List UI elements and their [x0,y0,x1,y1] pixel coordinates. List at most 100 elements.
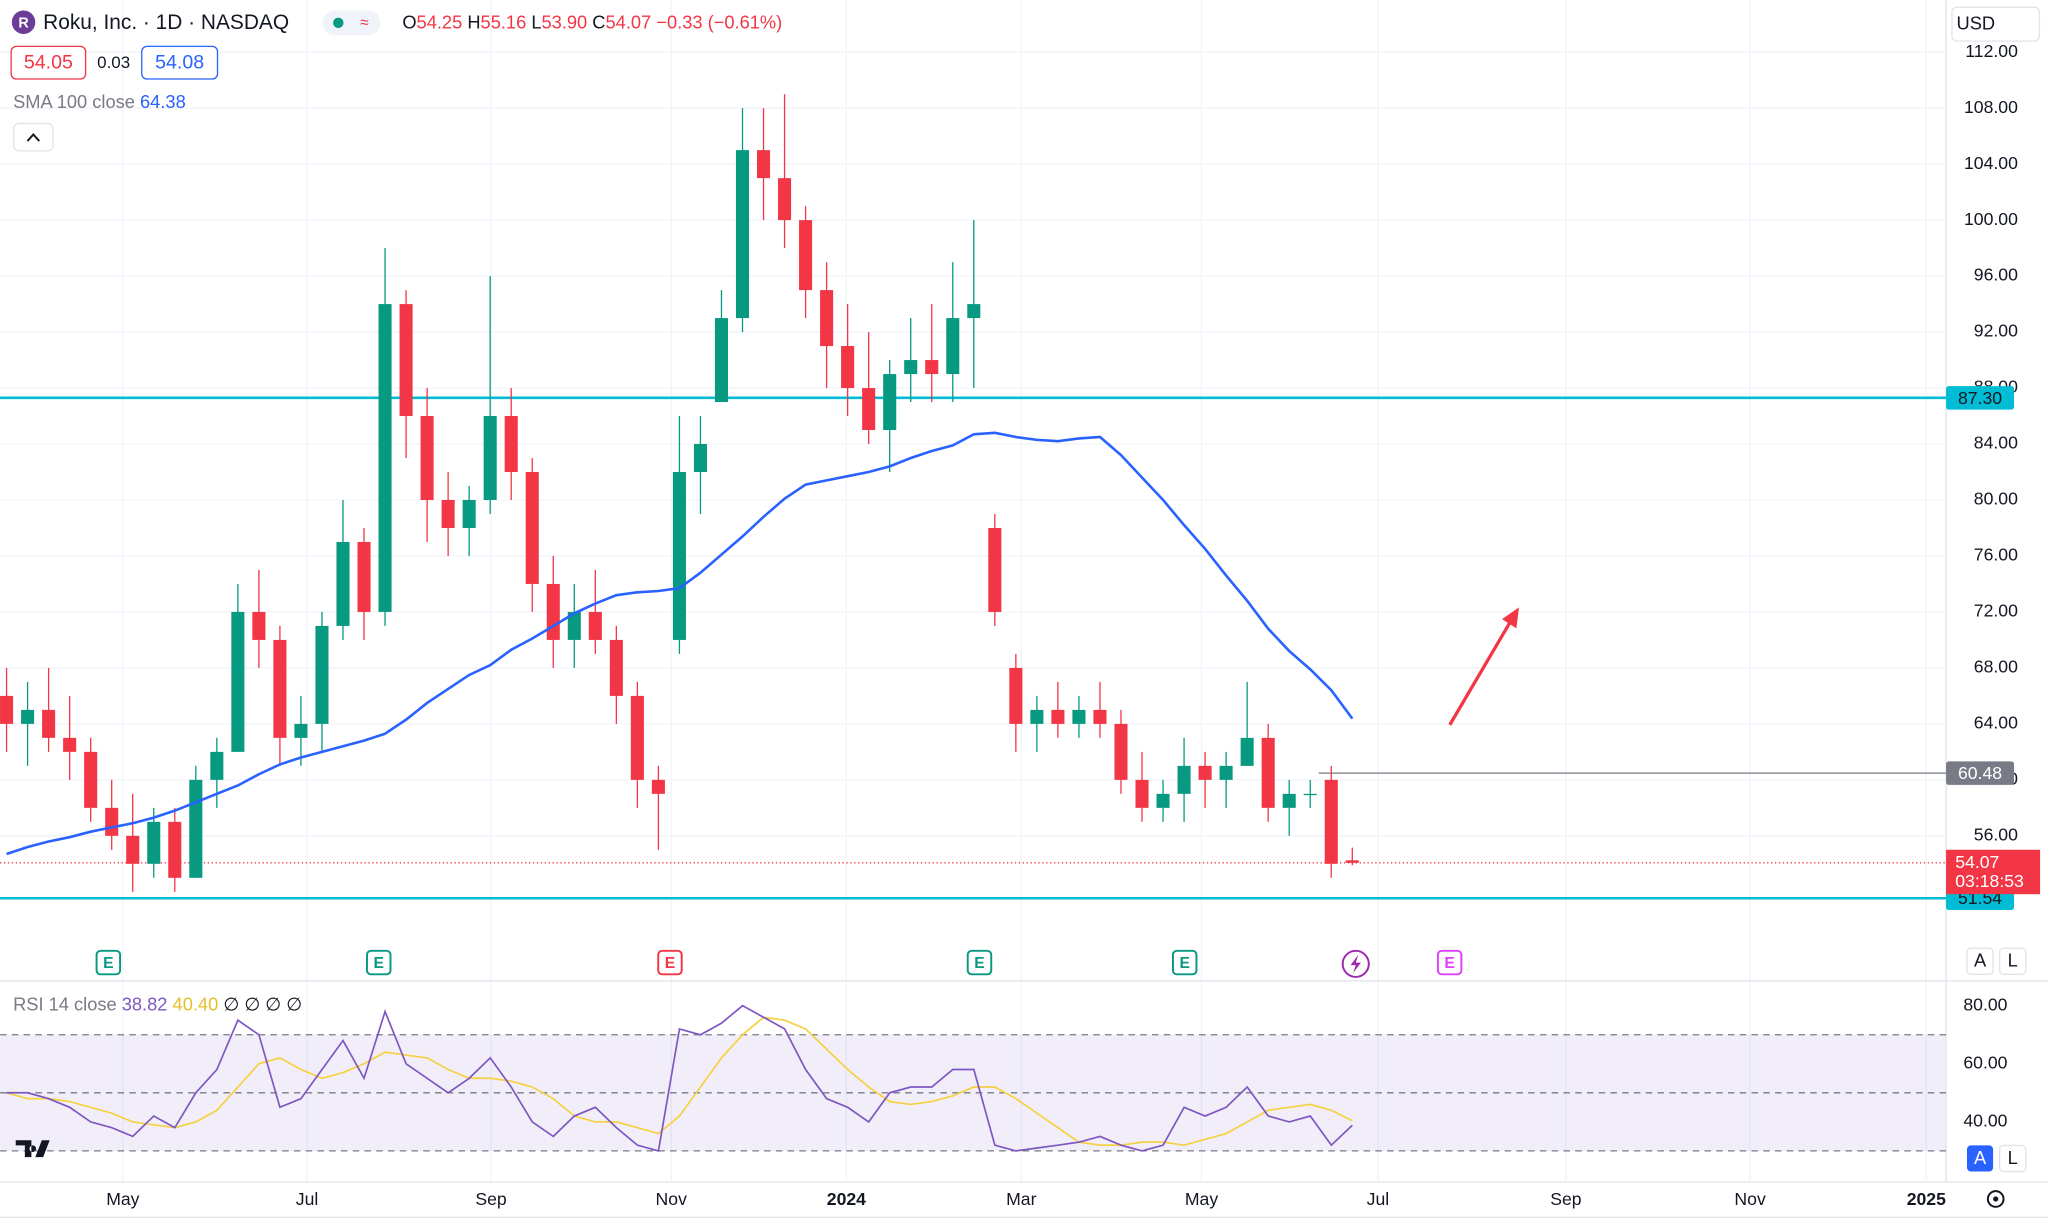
auto-button[interactable] [1966,947,1994,975]
candle-body [967,304,981,319]
rsi-ma-line [6,1016,1353,1147]
currency-box[interactable] [1951,6,2041,42]
candle-body [862,388,876,431]
candle-body [210,751,224,780]
candle-body [1303,793,1317,796]
candle-body [841,346,855,389]
y-tick-label: 72.00 [1974,601,2018,621]
last-price-tag [1946,849,2041,895]
rsi-extra: ∅ ∅ ∅ ∅ [223,993,302,1014]
earnings-label: E [974,955,984,972]
ohlc: O54.25 H55.16 L53.90 C54.07 −0.33 (−0.61… [402,11,782,32]
earnings-label: E [665,955,675,972]
earnings-marker [1171,949,1198,976]
candle-body [1198,765,1212,780]
earnings-label: E [1179,955,1189,972]
candle-body [883,374,897,431]
candle-body [588,611,602,640]
candle-body [21,709,35,724]
bid: 54.05 [24,52,73,74]
status-wave: ≈ [360,15,369,32]
candle-body [630,695,644,780]
candle-body [294,723,308,738]
price-level-label: 87.30 [1958,388,2002,408]
candle-body [168,821,182,878]
collapse-button[interactable] [13,122,54,152]
status-pill[interactable] [322,10,381,36]
close-value: 54.07 [606,11,652,32]
candle-body [147,821,161,864]
x-tick-label: Jul [296,1189,319,1209]
y-tick-label: 96.00 [1974,265,2018,285]
candle-body [105,807,119,836]
candle-body [1030,709,1044,724]
bid-box[interactable] [10,45,87,80]
log-label-2: L [2008,1147,2018,1168]
candle-body [420,416,434,500]
candle-body [336,541,350,626]
candle-body [189,779,203,878]
candle-body [63,737,77,752]
earnings-label: E [374,955,384,972]
candle-body [904,360,918,375]
candle-body [462,499,476,528]
y-tick-label: 104.00 [1964,153,2018,173]
candle-body [84,751,98,808]
candle-body [252,611,266,640]
arrow-drawing[interactable] [1448,619,1513,726]
earnings-marker [366,949,392,976]
x-tick-label: May [106,1189,139,1209]
candle-body [1009,667,1023,724]
earnings-marker [1436,949,1463,976]
x-tick-label: Jul [1367,1189,1390,1209]
open-value: 54.25 [417,11,463,32]
sma-value: 64.38 [140,91,186,112]
price-level-tag [1946,761,2014,785]
x-tick-label: Nov [656,1189,688,1209]
candle-body [567,611,581,640]
candle-body [441,499,455,528]
candle-body [357,541,371,612]
candle-body [126,835,140,864]
collapse-icon [26,133,40,142]
earnings-marker [966,949,993,976]
candle-body [504,416,518,473]
y-tick-label: 64.00 [1974,713,2018,733]
sma-line [6,431,1354,856]
currency: USD [1957,13,1996,34]
rsi-label: RSI 14 close [13,993,117,1014]
candle-body [925,360,939,375]
change-pct: (−0.61%) [708,11,783,32]
spread: 0.03 [97,53,130,72]
y-tick-label: 56.00 [1974,824,2018,844]
candle-body [714,318,729,403]
candle-body [1093,709,1107,724]
ask: 54.08 [155,52,204,74]
log-button-2[interactable] [1998,1144,2027,1173]
countdown: 03:18:53 [1955,871,2024,891]
settings-icon[interactable] [1986,1190,2005,1208]
settings-dot [1993,1196,1999,1202]
arrow-head [1502,607,1519,629]
candle-body [651,779,665,794]
log-button[interactable] [1998,947,2027,975]
ask-box[interactable] [141,45,219,80]
rsi-legend: RSI 14 close 38.82 40.40 ∅ ∅ ∅ ∅ [13,993,302,1014]
y-tick-label: 80.00 [1974,489,2018,509]
candle-body [399,304,413,417]
low-value: 53.90 [542,11,588,32]
candle-body [672,472,686,640]
auto-button-active[interactable] [1966,1145,1994,1172]
dividend-icon [1350,954,1361,974]
x-tick-label: Mar [1006,1189,1036,1209]
auto-label-active: A [1974,1147,1987,1168]
earnings-marker [657,949,683,976]
earnings-label: E [1444,955,1454,972]
candle-body [1177,765,1191,794]
candle-body [778,178,792,221]
x-tick-label: May [1185,1189,1218,1209]
x-tick-label: 2024 [827,1189,866,1209]
x-tick-label: 2025 [1907,1189,1946,1209]
candle-body [525,472,539,584]
